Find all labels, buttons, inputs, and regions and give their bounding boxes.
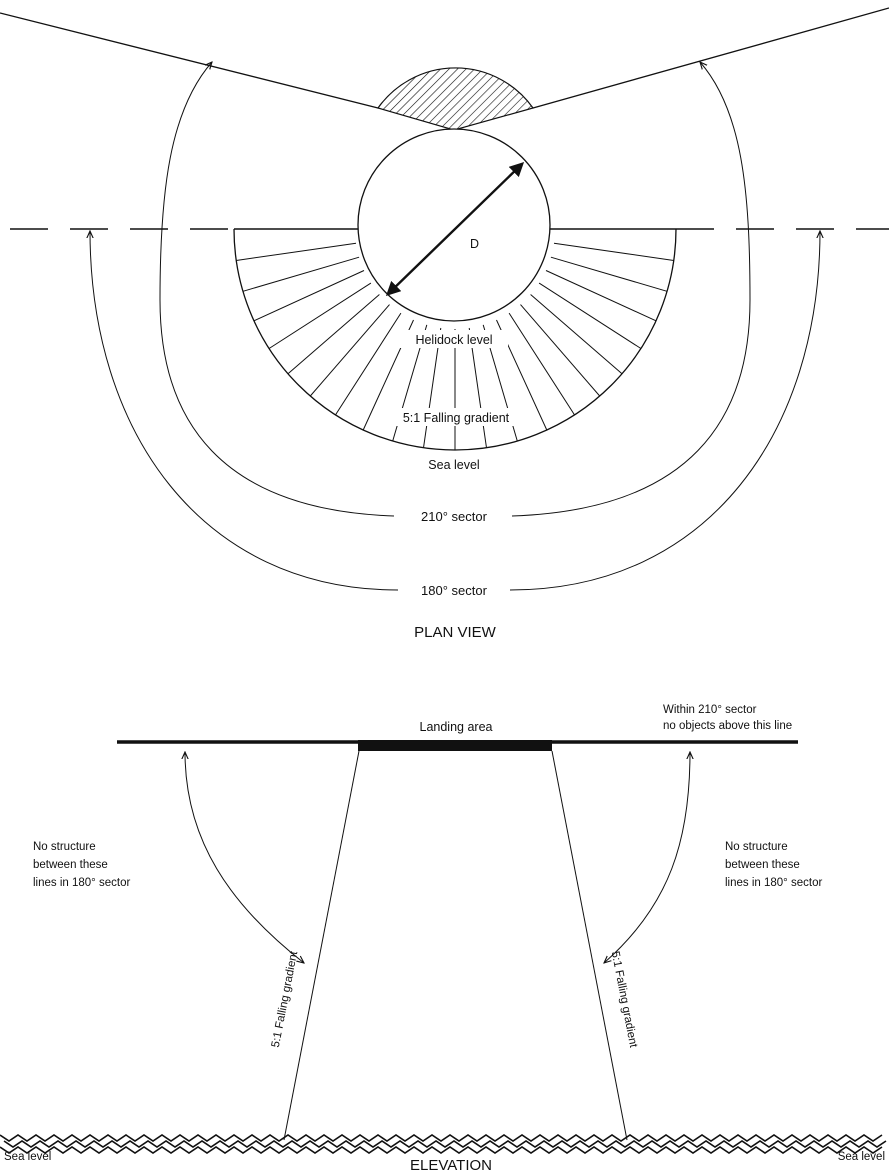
gradient-radial-line — [520, 304, 601, 397]
gradient-radial-line — [538, 282, 642, 349]
sea-level-left-label: Sea level — [4, 1151, 51, 1163]
hatched-obstacle-lens — [377, 67, 534, 131]
sea-wave-row — [0, 1134, 883, 1142]
no-structure-right-line3: lines in 180° sector — [725, 877, 822, 889]
helidock-circle — [357, 128, 551, 322]
no-structure-left-line2: between these — [33, 859, 108, 871]
gradient-radial-line — [545, 270, 657, 322]
elevation-title: ELEVATION — [410, 1157, 492, 1174]
sector-180-arc-right — [509, 231, 820, 591]
gradient-radial-line — [287, 294, 380, 375]
gradient-radial-line — [242, 256, 360, 292]
helidock-level-label: Helidock level — [415, 333, 492, 347]
sea-level-right-label: Sea level — [838, 1151, 885, 1163]
plan-view-title: PLAN VIEW — [414, 624, 497, 641]
gradient-radial-line — [508, 312, 575, 416]
no-structure-left-line1: No structure — [33, 841, 96, 853]
within-sector-label-line2: no objects above this line — [663, 720, 792, 732]
gradient-label-left: 5:1 Falling gradient — [270, 949, 301, 1048]
gradient-radial-line — [553, 242, 674, 261]
falling-gradient-label: 5:1 Falling gradient — [403, 411, 510, 425]
gradient-label-right: 5:1 Falling gradient — [609, 950, 640, 1049]
sector-210-arc-left — [159, 62, 395, 517]
landing-area-label: Landing area — [420, 720, 493, 734]
sector-210-boundary-right — [532, 7, 889, 109]
sea-wave-row — [3, 1140, 887, 1148]
gradient-radial-line — [236, 242, 357, 261]
landing-area-block — [358, 740, 552, 751]
sector-210-label: 210° sector — [421, 509, 488, 524]
sector-210-boundary-left — [0, 12, 379, 109]
gradient-radial-line — [530, 294, 623, 375]
gradient-radial-line — [253, 270, 365, 322]
sea-surface-waves — [0, 1134, 887, 1154]
sector-180-arc-left — [90, 231, 399, 591]
diameter-arrow — [385, 161, 525, 297]
elevation-view: Landing area Within 210° sector no objec… — [0, 704, 887, 1174]
gradient-line-left — [283, 750, 360, 1141]
sea-wave-row — [0, 1146, 883, 1154]
gradient-radial-line — [309, 304, 390, 397]
no-structure-right-line1: No structure — [725, 841, 788, 853]
no-structure-left-line3: lines in 180° sector — [33, 877, 130, 889]
sea-level-label-plan: Sea level — [428, 458, 479, 472]
sector-210-arc-right — [511, 62, 751, 517]
diameter-label: D — [470, 237, 479, 251]
gradient-line-right — [551, 750, 628, 1141]
gradient-radial-line — [268, 282, 372, 349]
gradient-radial-line — [335, 312, 402, 416]
gradient-radial-line — [550, 256, 668, 292]
no-structure-arrow-left — [185, 752, 304, 963]
no-structure-right-line2: between these — [725, 859, 800, 871]
falling-gradient-label-bg — [388, 408, 524, 426]
helidock-level-label-bg — [400, 330, 508, 348]
sector-180-label: 180° sector — [421, 583, 488, 598]
plan-view: D Helidock level 5:1 Falling gradient Se… — [0, 7, 889, 641]
within-sector-label-line1: Within 210° sector — [663, 704, 757, 716]
no-structure-arrow-right — [604, 752, 690, 963]
